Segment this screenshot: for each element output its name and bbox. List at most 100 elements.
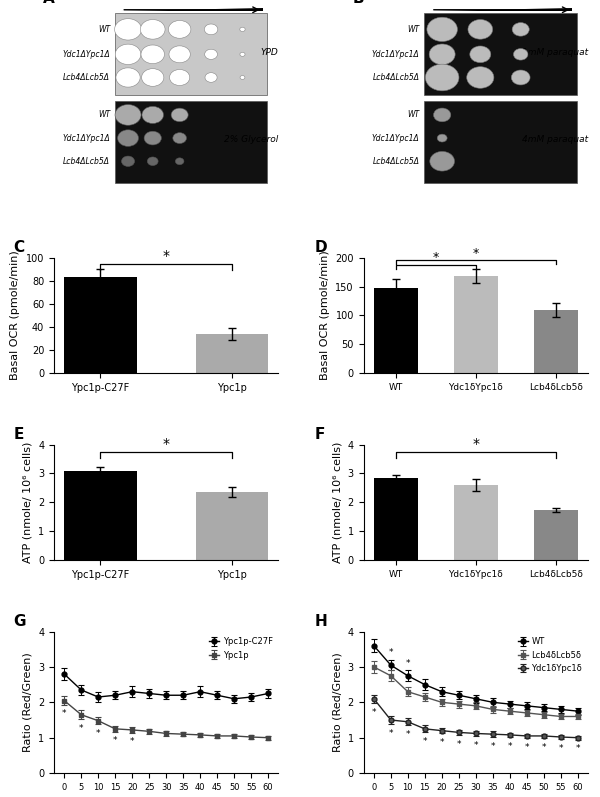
Circle shape: [175, 158, 184, 165]
Bar: [196, 493, 268, 560]
Text: *: *: [559, 744, 563, 752]
Circle shape: [470, 46, 491, 63]
Text: *: *: [524, 743, 529, 752]
Text: *: *: [440, 738, 444, 747]
Bar: [115, 14, 267, 96]
Bar: [424, 14, 577, 96]
Text: D: D: [314, 241, 327, 256]
Text: 1mM paraquat: 1mM paraquat: [522, 48, 588, 57]
Text: Lcb4ΔLcb5Δ: Lcb4ΔLcb5Δ: [63, 157, 110, 166]
Circle shape: [169, 46, 190, 63]
Text: F: F: [314, 427, 325, 442]
Polygon shape: [121, 8, 263, 10]
Circle shape: [511, 70, 530, 85]
Bar: [196, 334, 268, 373]
Circle shape: [468, 20, 493, 39]
Text: *: *: [422, 737, 427, 746]
Text: 2% Glycerol: 2% Glycerol: [224, 135, 278, 144]
Text: Lcb4ΔLcb5Δ: Lcb4ΔLcb5Δ: [373, 157, 420, 166]
Circle shape: [171, 108, 188, 122]
Text: *: *: [371, 708, 376, 717]
Text: *: *: [542, 743, 546, 752]
Circle shape: [115, 18, 142, 40]
Circle shape: [205, 49, 217, 60]
Circle shape: [169, 21, 191, 38]
Circle shape: [142, 69, 164, 86]
Circle shape: [142, 106, 163, 124]
Circle shape: [512, 22, 529, 36]
Y-axis label: Basal OCR (pmole/min): Basal OCR (pmole/min): [10, 250, 20, 380]
Text: *: *: [130, 737, 134, 746]
Circle shape: [205, 73, 217, 82]
Circle shape: [467, 67, 494, 88]
Bar: [374, 288, 418, 373]
Text: B: B: [352, 0, 364, 6]
Text: *: *: [163, 438, 170, 451]
Y-axis label: Basal OCR (pmole/min): Basal OCR (pmole/min): [320, 250, 330, 380]
Circle shape: [427, 18, 457, 41]
Text: 4mM paraquat: 4mM paraquat: [522, 135, 588, 144]
Text: H: H: [314, 614, 327, 629]
Bar: [115, 100, 267, 183]
Circle shape: [205, 24, 218, 35]
Text: WT: WT: [407, 111, 420, 120]
Text: *: *: [406, 730, 410, 739]
Bar: [424, 100, 577, 183]
Circle shape: [140, 20, 165, 39]
Text: *: *: [163, 249, 170, 263]
Text: WT: WT: [98, 111, 110, 120]
Circle shape: [122, 156, 134, 167]
Circle shape: [144, 132, 161, 145]
Text: *: *: [457, 740, 461, 749]
Y-axis label: ATP (nmole/ 10⁶ cells): ATP (nmole/ 10⁶ cells): [332, 442, 342, 563]
Text: *: *: [491, 741, 495, 751]
Text: C: C: [14, 241, 25, 256]
Text: E: E: [14, 427, 24, 442]
Text: *: *: [473, 247, 479, 260]
Text: Ydc1ΔYpc1Δ: Ydc1ΔYpc1Δ: [62, 134, 110, 143]
Circle shape: [430, 151, 455, 171]
Text: *: *: [389, 648, 393, 657]
Bar: [64, 277, 137, 373]
Text: *: *: [113, 736, 118, 745]
Text: *: *: [79, 724, 83, 732]
Text: *: *: [472, 438, 479, 451]
Circle shape: [429, 44, 455, 65]
Text: WT: WT: [98, 25, 110, 33]
Circle shape: [437, 134, 447, 142]
Text: G: G: [14, 614, 26, 629]
Text: *: *: [575, 744, 580, 753]
Circle shape: [170, 69, 190, 85]
Circle shape: [240, 27, 245, 32]
Circle shape: [115, 44, 141, 65]
Bar: [534, 509, 578, 560]
Bar: [454, 277, 498, 373]
Text: Lcb4ΔLcb5Δ: Lcb4ΔLcb5Δ: [373, 73, 420, 82]
Text: *: *: [96, 729, 100, 738]
Circle shape: [173, 132, 187, 143]
Text: Ydc1ΔYpc1Δ: Ydc1ΔYpc1Δ: [62, 49, 110, 59]
Bar: [534, 310, 578, 373]
Circle shape: [118, 130, 139, 147]
Text: YPD: YPD: [260, 48, 278, 57]
Circle shape: [116, 68, 140, 87]
Y-axis label: Ratio (Red/Green): Ratio (Red/Green): [332, 653, 342, 752]
Bar: [454, 485, 498, 560]
Text: Ydc1ΔYpc1Δ: Ydc1ΔYpc1Δ: [372, 134, 420, 143]
Text: Lcb4ΔLcb5Δ: Lcb4ΔLcb5Δ: [63, 73, 110, 82]
Circle shape: [148, 157, 158, 166]
Circle shape: [115, 104, 141, 125]
Circle shape: [141, 45, 164, 64]
Legend: WT, Lcb4δLcb5δ, Ydc1δYpc1δ: WT, Lcb4δLcb5δ, Ydc1δYpc1δ: [517, 636, 584, 674]
Text: *: *: [508, 741, 512, 751]
Text: Ydc1ΔYpc1Δ: Ydc1ΔYpc1Δ: [372, 49, 420, 59]
Circle shape: [240, 76, 245, 80]
Text: *: *: [433, 251, 439, 265]
Legend: Ypc1p-C27F, Ypc1p: Ypc1p-C27F, Ypc1p: [208, 636, 274, 662]
Bar: [374, 478, 418, 560]
Text: WT: WT: [407, 25, 420, 33]
Circle shape: [240, 53, 245, 57]
Polygon shape: [431, 8, 572, 10]
Circle shape: [434, 108, 451, 122]
Text: *: *: [406, 658, 410, 668]
